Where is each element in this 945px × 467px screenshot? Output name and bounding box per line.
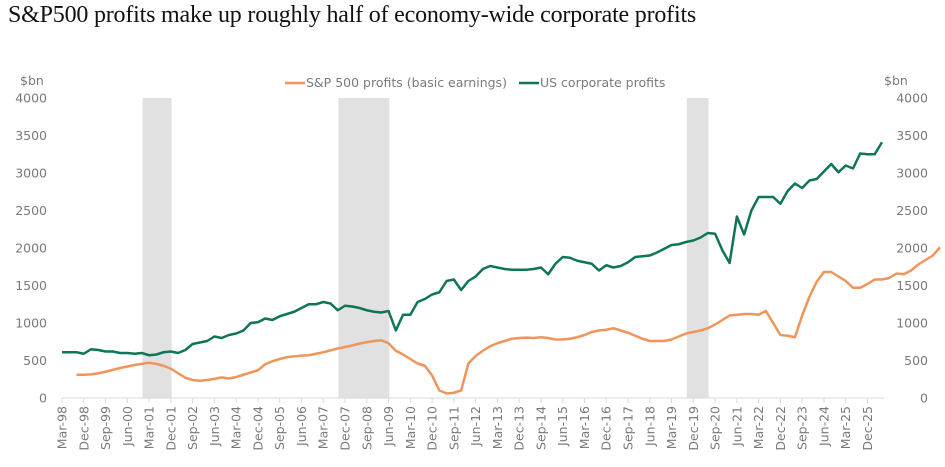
y-left-tick-label: 500 <box>23 353 47 368</box>
x-tick-label: Jun-09 <box>381 406 396 447</box>
y-left-tick-label: 2000 <box>15 241 47 256</box>
x-tick-label: Dec-19 <box>686 406 701 451</box>
legend-label-us-corporate: US corporate profits <box>540 75 665 90</box>
x-tick-label: Sep-14 <box>533 406 548 450</box>
x-tick-label: Jun-03 <box>207 406 222 447</box>
x-tick-label: Mar-13 <box>490 406 505 449</box>
y-right-tick-label: 3000 <box>896 166 928 181</box>
x-tick-label: Jun-21 <box>729 406 744 447</box>
y-axis-left-unit: $bn <box>20 73 44 88</box>
x-tick-label: Mar-04 <box>229 406 244 449</box>
x-tick-label: Jun-24 <box>816 406 831 447</box>
y-left-tick-label: 2500 <box>15 203 47 218</box>
x-tick-label: Mar-01 <box>142 406 157 449</box>
y-axis-right-unit: $bn <box>884 73 908 88</box>
x-tick-label: Mar-07 <box>316 406 331 449</box>
x-tick-label: Jun-06 <box>294 406 309 447</box>
x-tick-label: Mar-22 <box>751 406 766 449</box>
x-tick-label: Jun-15 <box>555 406 570 447</box>
y-right-tick-label: 0 <box>920 391 928 406</box>
x-tick-label: Sep-02 <box>185 406 200 450</box>
series-line-us-corporate-profits <box>62 141 884 357</box>
recession-band-2 <box>338 98 390 398</box>
y-right-tick-label: 1500 <box>896 278 928 293</box>
y-left-tick-label: 0 <box>39 391 47 406</box>
x-tick-label: Dec-25 <box>860 406 875 451</box>
x-tick-label: Dec-22 <box>773 406 788 451</box>
x-tick-label: Jun-18 <box>642 406 657 447</box>
x-tick-label: Mar-10 <box>403 406 418 449</box>
x-tick-label: Sep-17 <box>621 406 636 450</box>
x-tick-label: Jun-12 <box>468 406 483 447</box>
x-tick-label: Sep-23 <box>795 406 810 450</box>
x-tick-label: Mar-19 <box>664 406 679 449</box>
x-axis-ticks: Mar-98 Dec-98 Sep-99 Jun-00 Mar-01 Dec-01 Sep-… <box>55 398 875 451</box>
y-left-tick-label: 4000 <box>15 91 47 106</box>
y-right-tick-label: 500 <box>904 353 928 368</box>
x-tick-label: Dec-04 <box>250 406 265 451</box>
y-right-tick-label: 2500 <box>896 203 928 218</box>
y-right-tick-label: 3500 <box>896 128 928 143</box>
y-axis-right: 0 500 1000 1500 2000 2500 3000 3500 4000 <box>896 91 928 406</box>
recession-band-1 <box>142 98 172 398</box>
recession-band-3 <box>686 98 709 398</box>
x-tick-label: Sep-99 <box>98 406 113 450</box>
x-tick-label: Dec-16 <box>599 406 614 451</box>
x-tick-label: Dec-10 <box>425 406 440 451</box>
x-tick-label: Mar-98 <box>55 406 70 449</box>
legend-item-sp500[interactable]: S&P 500 profits (basic earnings) <box>285 75 507 90</box>
x-tick-label: Jun-00 <box>120 406 135 447</box>
x-tick-label: Dec-13 <box>512 406 527 451</box>
y-right-tick-label: 1000 <box>896 316 928 331</box>
chart-title: S&P500 profits make up roughly half of e… <box>8 2 697 28</box>
series-lines <box>62 141 941 395</box>
y-right-tick-label: 4000 <box>896 91 928 106</box>
y-axis-left: 0 500 1000 1500 2000 2500 3000 3500 4000 <box>15 91 47 406</box>
legend-label-sp500: S&P 500 profits (basic earnings) <box>306 75 507 90</box>
x-tick-label: Dec-98 <box>76 406 91 451</box>
x-tick-label: Dec-07 <box>338 406 353 451</box>
legend: S&P 500 profits (basic earnings) US corp… <box>285 75 665 90</box>
x-tick-label: Sep-08 <box>359 406 374 450</box>
x-tick-label: Sep-05 <box>272 406 287 450</box>
x-tick-label: Mar-25 <box>838 406 853 449</box>
y-left-tick-label: 3500 <box>15 128 47 143</box>
y-left-tick-label: 1000 <box>15 316 47 331</box>
x-tick-label: Sep-11 <box>446 406 461 450</box>
recession-bands <box>142 98 709 398</box>
legend-item-us-corporate[interactable]: US corporate profits <box>519 75 665 90</box>
series-line-sp500-profits <box>76 246 941 395</box>
y-right-tick-label: 2000 <box>896 241 928 256</box>
x-tick-label: Dec-01 <box>163 406 178 451</box>
y-left-tick-label: 3000 <box>15 166 47 181</box>
y-left-tick-label: 1500 <box>15 278 47 293</box>
x-tick-label: Sep-20 <box>708 406 723 450</box>
x-tick-label: Mar-16 <box>577 406 592 449</box>
